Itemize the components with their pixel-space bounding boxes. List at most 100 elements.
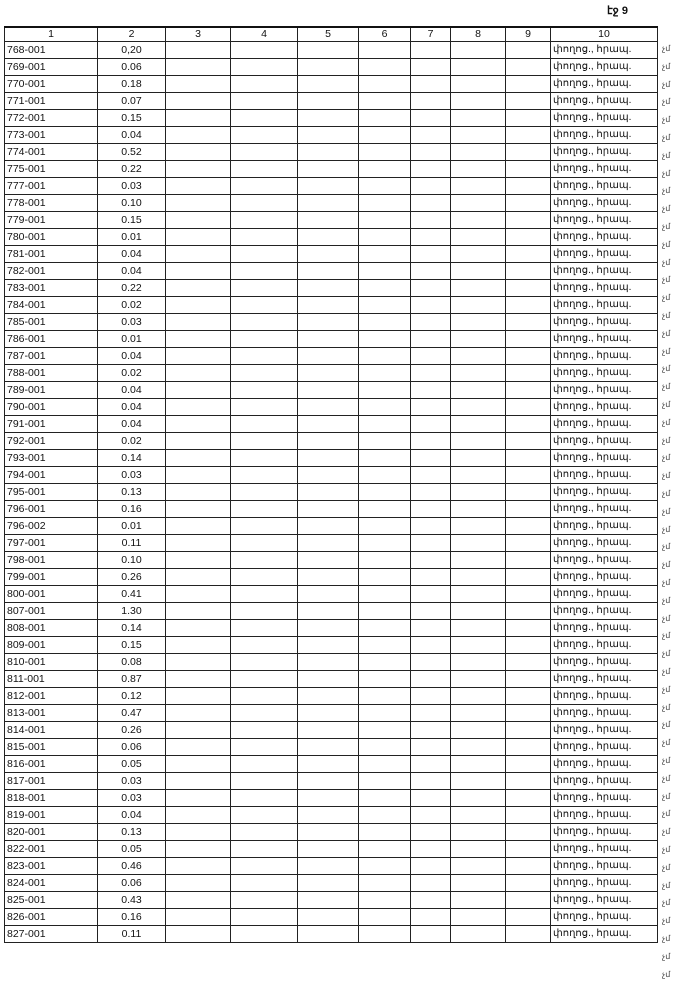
purpose-cell: փողոց., հրապ. — [550, 568, 658, 586]
purpose-cell: փողոց., հրապ. — [550, 449, 658, 467]
empty-cell — [410, 653, 451, 671]
parcel-code-cell: 816-001 — [4, 755, 98, 773]
margin-mark: չմ — [662, 880, 671, 890]
empty-cell — [505, 619, 551, 637]
empty-cell — [230, 585, 298, 603]
empty-cell — [230, 109, 298, 127]
empty-cell — [358, 92, 411, 110]
empty-cell — [358, 721, 411, 739]
empty-cell — [450, 551, 506, 569]
empty-cell — [230, 262, 298, 280]
parcel-code-cell: 820-001 — [4, 823, 98, 841]
empty-cell — [165, 194, 231, 212]
empty-cell — [450, 58, 506, 76]
table-row: 777-001 0.03 փողոց., հրապ. — [4, 177, 658, 195]
area-cell: 0.04 — [97, 126, 166, 144]
empty-cell — [410, 449, 451, 467]
empty-cell — [297, 568, 359, 586]
margin-mark: չմ — [662, 631, 671, 641]
empty-cell — [450, 500, 506, 518]
purpose-cell: փողոց., հրապ. — [550, 772, 658, 790]
empty-cell — [165, 211, 231, 229]
empty-cell — [450, 721, 506, 739]
margin-mark: չմ — [662, 489, 671, 498]
empty-cell — [358, 330, 411, 348]
empty-cell — [165, 891, 231, 909]
empty-cell — [358, 602, 411, 620]
empty-cell — [505, 925, 551, 943]
parcel-code-cell: 778-001 — [4, 194, 98, 212]
table-row: 818-001 0.03 փողոց., հրապ. — [4, 789, 658, 807]
empty-cell — [505, 653, 551, 671]
header-cell: 5 — [297, 26, 359, 42]
purpose-cell: փողոց., հրապ. — [550, 653, 658, 671]
empty-cell — [230, 925, 298, 943]
empty-cell — [297, 381, 359, 399]
empty-cell — [358, 908, 411, 926]
empty-cell — [165, 517, 231, 535]
table-row: 784-001 0.02 փողոց., հրապ. — [4, 296, 658, 314]
purpose-cell: փողոց., հրապ. — [550, 891, 658, 909]
empty-cell — [165, 908, 231, 926]
empty-cell — [297, 347, 359, 365]
empty-cell — [450, 585, 506, 603]
table-row: 816-001 0.05 փողոց., հրապ. — [4, 755, 658, 773]
margin-mark: չմ — [662, 809, 671, 819]
empty-cell — [230, 619, 298, 637]
empty-cell — [505, 568, 551, 586]
empty-cell — [358, 874, 411, 892]
margin-mark: չմ — [662, 168, 671, 178]
empty-cell — [230, 58, 298, 76]
area-cell: 1.30 — [97, 602, 166, 620]
table-row: 797-001 0.11 փողոց., հրապ. — [4, 534, 658, 552]
area-cell: 0.04 — [97, 347, 166, 365]
empty-cell — [410, 721, 451, 739]
margin-mark: չմ — [662, 275, 671, 285]
parcel-code-cell: 785-001 — [4, 313, 98, 331]
parcel-code-cell: 818-001 — [4, 789, 98, 807]
empty-cell — [410, 126, 451, 144]
empty-cell — [505, 585, 551, 603]
empty-cell — [505, 398, 551, 416]
empty-cell — [450, 279, 506, 297]
empty-cell — [505, 687, 551, 705]
empty-cell — [450, 347, 506, 365]
empty-cell — [505, 704, 551, 722]
empty-cell — [165, 636, 231, 654]
empty-cell — [505, 466, 551, 484]
parcel-code-cell: 775-001 — [4, 160, 98, 178]
table-row: 782-001 0.04 փողոց., հրապ. — [4, 262, 658, 280]
area-cell: 0.01 — [97, 330, 166, 348]
table-row: 780-001 0.01 փողոց., հրապ. — [4, 228, 658, 246]
empty-cell — [505, 806, 551, 824]
empty-cell — [358, 262, 411, 280]
empty-cell — [165, 500, 231, 518]
empty-cell — [505, 534, 551, 552]
area-cell: 0.02 — [97, 432, 166, 450]
empty-cell — [450, 415, 506, 433]
empty-cell — [358, 857, 411, 875]
purpose-cell: փողոց., հրապ. — [550, 75, 658, 93]
area-cell: 0.14 — [97, 449, 166, 467]
empty-cell — [450, 262, 506, 280]
empty-cell — [410, 160, 451, 178]
table-row: 814-001 0.26 փողոց., հրապ. — [4, 721, 658, 739]
empty-cell — [165, 92, 231, 110]
empty-cell — [358, 313, 411, 331]
empty-cell — [450, 109, 506, 127]
empty-cell — [450, 636, 506, 654]
empty-cell — [165, 466, 231, 484]
empty-cell — [505, 364, 551, 382]
purpose-cell: փողոց., հրապ. — [550, 534, 658, 552]
empty-cell — [505, 381, 551, 399]
margin-mark: չմ — [662, 97, 671, 107]
empty-cell — [505, 177, 551, 195]
empty-cell — [297, 789, 359, 807]
purpose-cell: փողոց., հրապ. — [550, 670, 658, 688]
empty-cell — [358, 772, 411, 790]
empty-cell — [450, 602, 506, 620]
empty-cell — [450, 177, 506, 195]
empty-cell — [230, 41, 298, 59]
empty-cell — [165, 687, 231, 705]
empty-cell — [505, 551, 551, 569]
